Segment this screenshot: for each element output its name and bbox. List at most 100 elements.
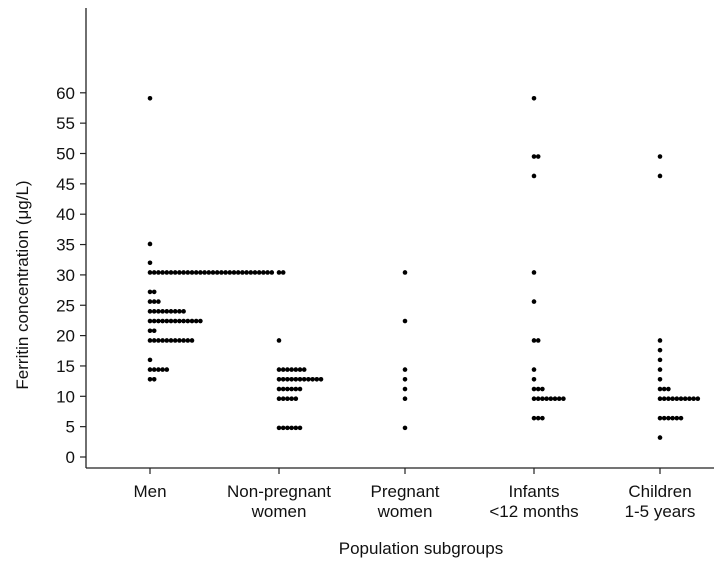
data-point [261,270,266,275]
data-point [177,270,182,275]
data-point [256,270,262,275]
x-tick-label: Infants [508,482,559,501]
data-point [164,318,170,324]
data-point [181,309,186,314]
data-point [276,367,282,372]
data-point [147,338,153,343]
data-point [402,367,408,372]
data-point [151,270,157,275]
data-point [531,338,537,343]
data-point [289,396,294,402]
data-point [661,415,667,421]
data-point [657,338,663,343]
data-point [248,270,254,275]
data-point [160,318,165,324]
data-point [691,396,696,402]
data-point [244,270,249,275]
y-tick-label: 15 [56,357,75,376]
data-point [156,270,161,275]
data-point [172,270,178,275]
data-point [310,377,315,382]
data-point [147,95,153,101]
data-point [402,425,408,431]
data-point [214,270,220,275]
data-point [293,377,299,382]
data-point [276,377,282,382]
data-point [535,154,541,159]
data-point [314,377,320,382]
data-point [147,328,153,334]
data-points [147,95,701,440]
data-point [531,95,537,101]
data-point [276,425,282,431]
data-point [657,435,663,440]
data-point [151,318,157,324]
data-point [223,270,228,275]
data-point [147,241,153,247]
x-tick-label: Children [628,482,691,501]
data-point [235,270,241,275]
data-point [172,338,178,343]
series-5 [657,154,701,440]
data-point [164,270,170,275]
y-tick-label: 30 [56,266,75,285]
data-point [168,309,174,314]
data-point [678,415,684,421]
data-point [147,318,153,324]
data-point [531,386,537,392]
data-point [531,377,537,382]
y-tick-label: 40 [56,205,75,224]
data-point [265,270,270,275]
data-point [181,270,186,275]
series-2 [276,270,324,431]
data-point [301,377,307,382]
data-point [293,425,299,431]
data-point [695,396,701,402]
data-point [318,377,324,382]
data-point [678,396,684,402]
x-tick-label-line2: women [251,502,307,521]
data-point [531,367,537,372]
data-point [657,396,663,402]
series-3 [402,270,408,431]
axes [85,8,714,469]
data-point [219,270,224,275]
data-point [231,270,237,275]
data-point [168,270,174,275]
data-point [276,396,282,402]
data-point [147,367,153,372]
data-point [289,367,294,372]
data-point [301,367,307,372]
data-point [285,386,290,392]
data-point [177,338,182,343]
x-tick-label-line2: women [377,502,433,521]
data-point [147,357,153,363]
data-point [156,318,161,324]
data-point [657,415,663,421]
data-point [252,270,258,275]
data-point [172,309,178,314]
data-point [657,386,663,392]
data-point [151,377,157,382]
data-point [156,299,161,304]
data-point [666,396,671,402]
data-point [657,367,663,372]
x-tick-label: Men [133,482,166,501]
data-point [160,270,165,275]
data-point [189,318,195,324]
data-point [280,270,286,275]
data-point [181,338,186,343]
data-point [181,318,186,324]
data-point [189,338,195,343]
data-point [540,396,545,402]
data-point [168,318,174,324]
data-point [206,270,212,275]
data-point [151,299,157,304]
data-point [674,415,680,421]
data-point [535,338,541,343]
data-point [193,270,199,275]
data-point [168,338,174,343]
data-point [297,367,303,372]
data-point [151,367,157,372]
